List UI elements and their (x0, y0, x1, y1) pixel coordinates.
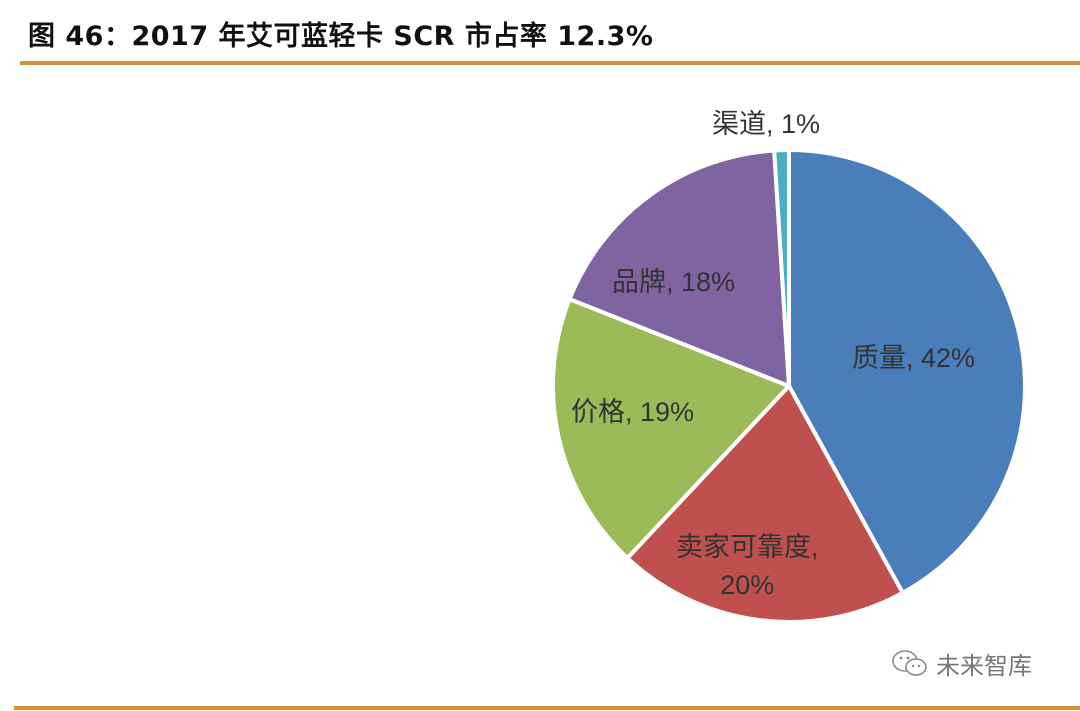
label-quality: 质量, 42% (852, 343, 976, 373)
label-seller-line2: 20% (720, 570, 775, 600)
label-seller: 卖家可靠度, 20% (676, 528, 819, 604)
top-divider (20, 61, 1080, 65)
wechat-icon (892, 649, 927, 676)
slice-brand (567, 148, 791, 388)
label-channel: 渠道, 1% (712, 109, 821, 139)
slice-channel (772, 148, 791, 388)
label-brand: 品牌, 18% (612, 267, 736, 297)
watermark: 未来智库 (890, 646, 1032, 681)
label-seller-line1: 卖家可靠度, (676, 532, 819, 562)
bottom-divider (14, 706, 1080, 710)
slice-seller-reliability (625, 384, 905, 624)
slice-quality (787, 148, 1027, 595)
watermark-text: 未来智库 (936, 652, 1032, 680)
label-price: 价格, 19% (571, 397, 695, 427)
figure-title: 图 46：2017 年艾可蓝轻卡 SCR 市占率 12.3% (28, 21, 654, 52)
